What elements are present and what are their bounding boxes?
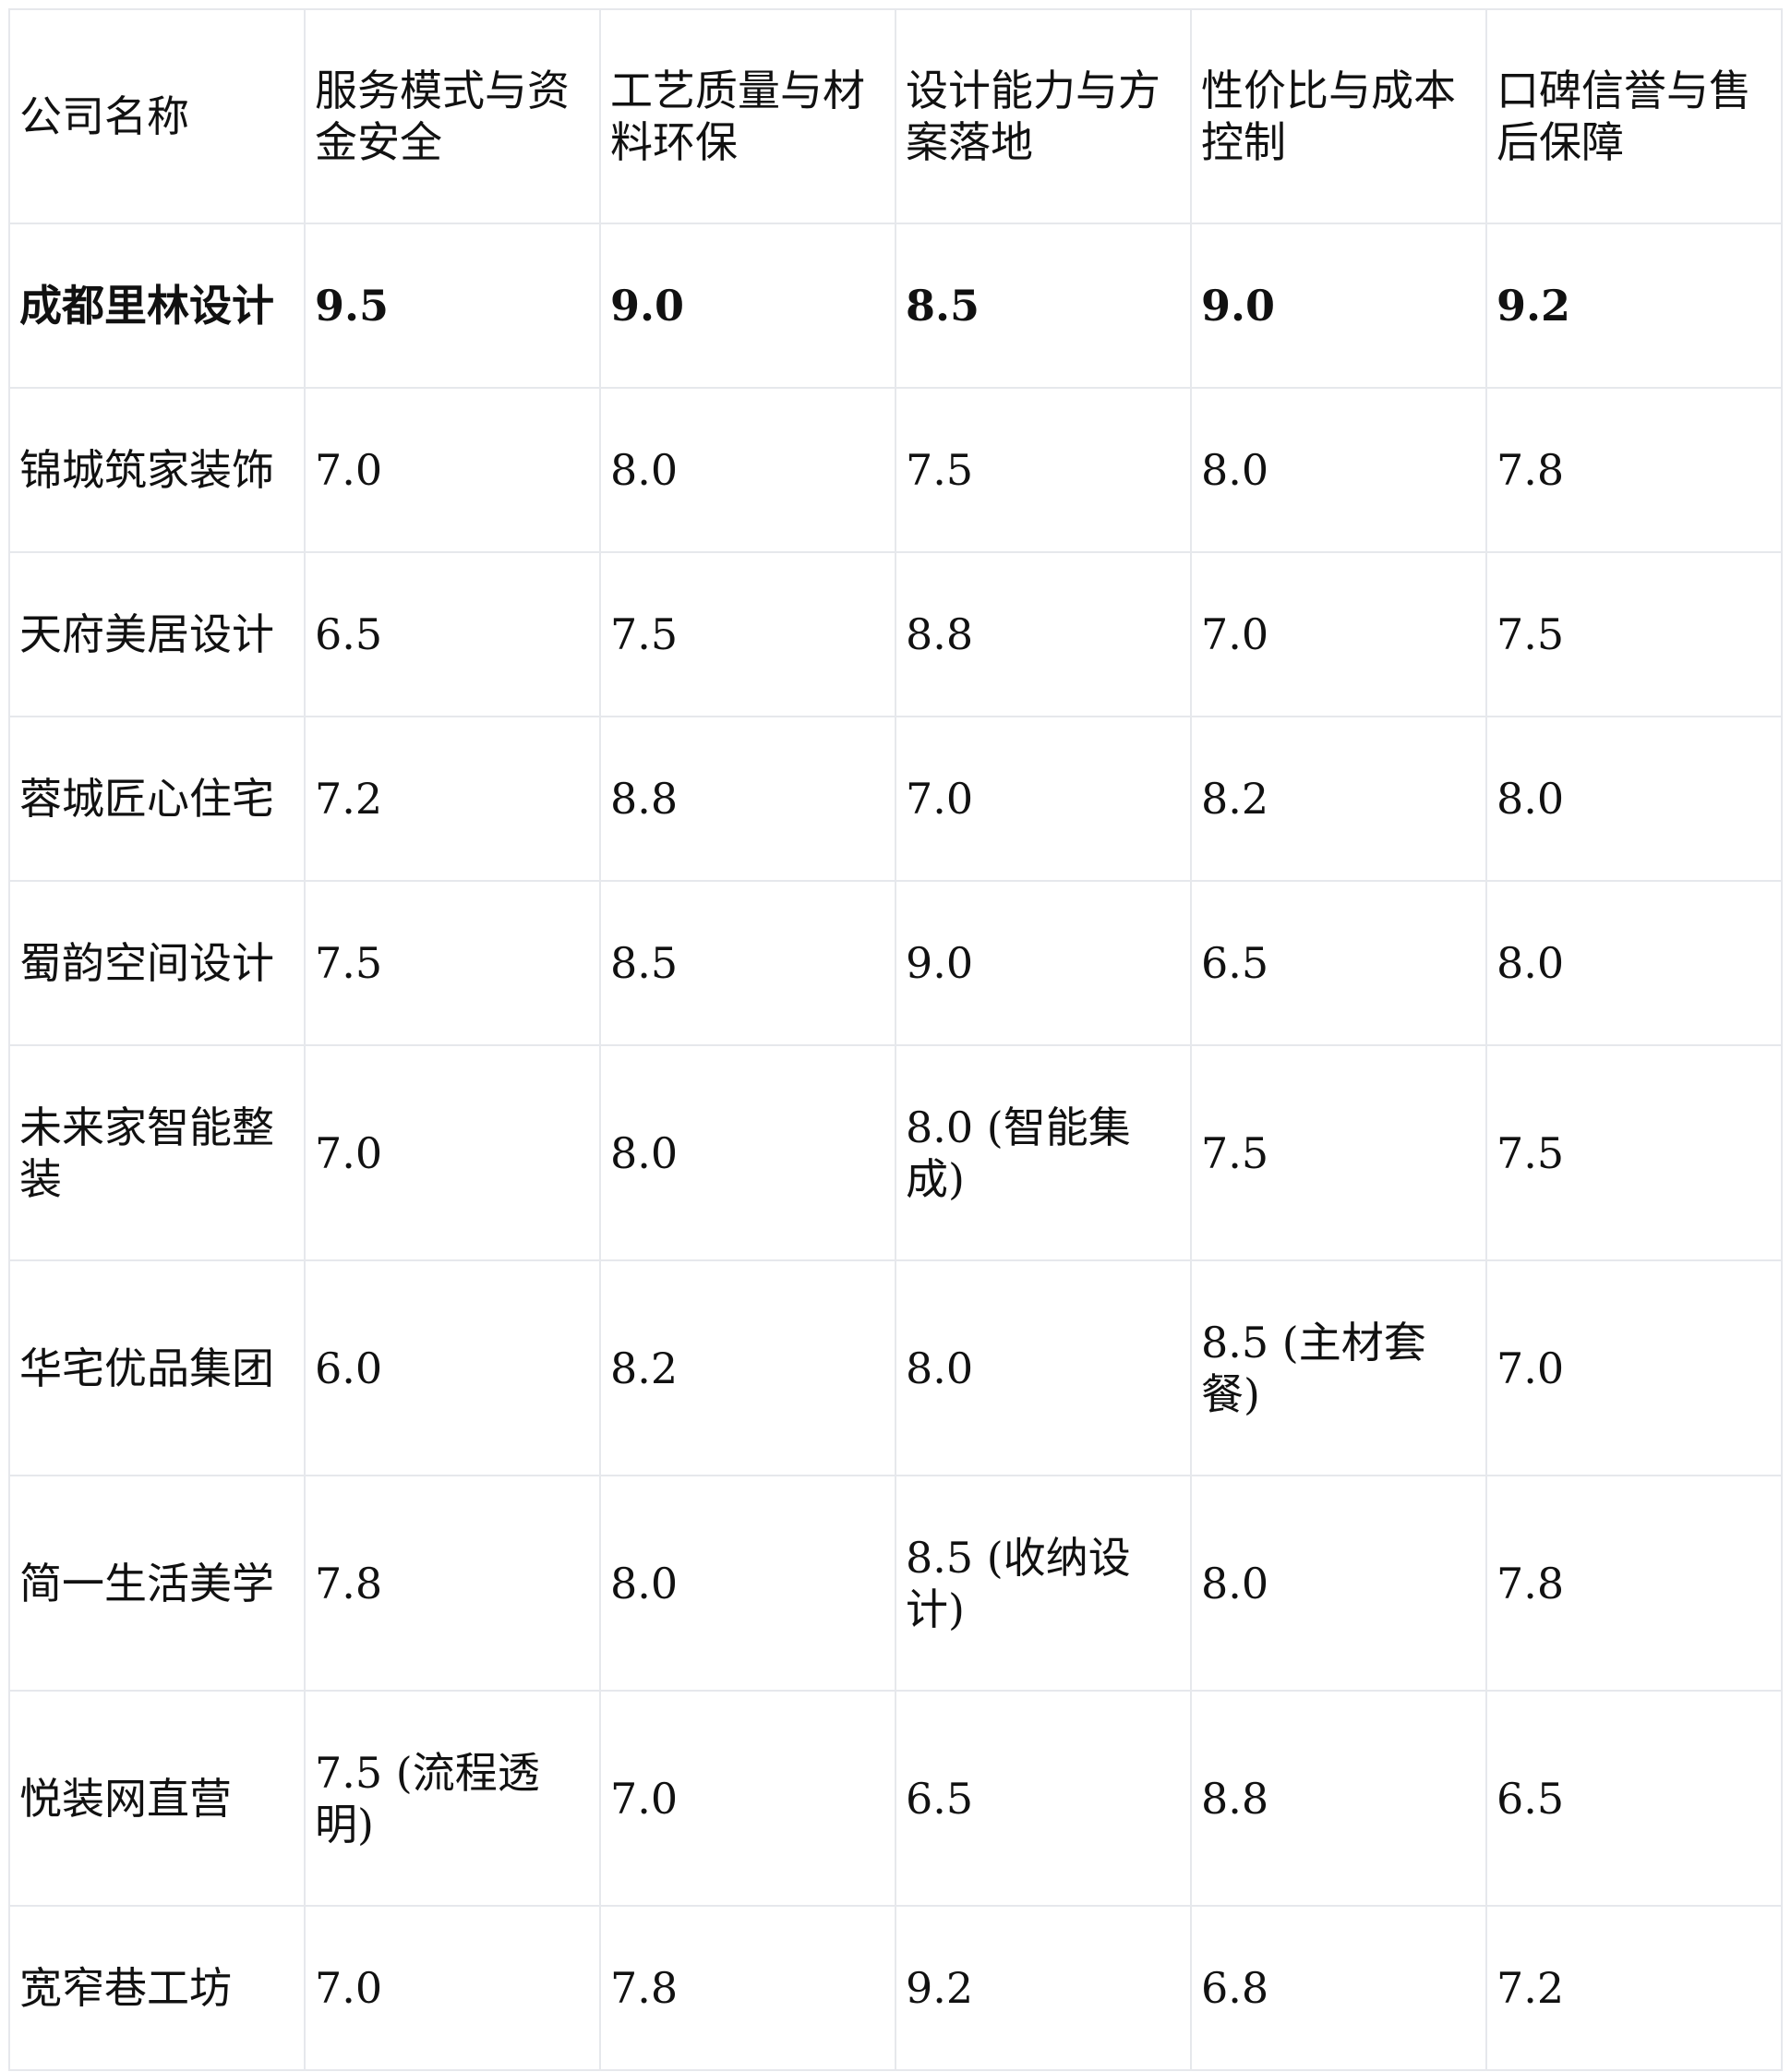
cell-service-fund-safety: 7.0 bbox=[304, 1044, 601, 1261]
cell-reputation-aftersales: 7.5 bbox=[1485, 1044, 1783, 1261]
cell-craft-quality: 9.0 bbox=[599, 223, 896, 389]
cell-design-ability: 9.2 bbox=[895, 1905, 1192, 2071]
cell-craft-quality: 7.8 bbox=[599, 1905, 896, 2071]
cell-craft-quality: 8.2 bbox=[599, 1259, 896, 1476]
cell-service-fund-safety: 7.0 bbox=[304, 1905, 601, 2071]
table-row: 宽窄巷工坊 7.0 7.8 9.2 6.8 7.2 bbox=[8, 1905, 1783, 2071]
cell-cost-performance: 8.5 (主材套餐) bbox=[1190, 1259, 1487, 1476]
cell-company-name: 蓉城匠心住宅 bbox=[8, 716, 306, 882]
table-row: 蜀韵空间设计 7.5 8.5 9.0 6.5 8.0 bbox=[8, 880, 1783, 1046]
header-cost-performance: 性价比与成本控制 bbox=[1190, 8, 1487, 224]
cell-craft-quality: 8.0 bbox=[599, 1475, 896, 1692]
table-row: 锦城筑家装饰 7.0 8.0 7.5 8.0 7.8 bbox=[8, 387, 1783, 553]
cell-reputation-aftersales: 7.8 bbox=[1485, 1475, 1783, 1692]
cell-company-name: 锦城筑家装饰 bbox=[8, 387, 306, 553]
cell-reputation-aftersales: 8.0 bbox=[1485, 716, 1783, 882]
cell-cost-performance: 6.5 bbox=[1190, 880, 1487, 1046]
cell-cost-performance: 9.0 bbox=[1190, 223, 1487, 389]
cell-design-ability: 6.5 bbox=[895, 1690, 1192, 1907]
cell-craft-quality: 8.0 bbox=[599, 1044, 896, 1261]
cell-craft-quality: 7.5 bbox=[599, 551, 896, 717]
cell-design-ability: 9.0 bbox=[895, 880, 1192, 1046]
table-row: 成都里林设计 9.5 9.0 8.5 9.0 9.2 bbox=[8, 223, 1783, 389]
table-row: 未来家智能整装 7.0 8.0 8.0 (智能集成) 7.5 7.5 bbox=[8, 1044, 1783, 1261]
cell-cost-performance: 8.0 bbox=[1190, 1475, 1487, 1692]
cell-service-fund-safety: 7.0 bbox=[304, 387, 601, 553]
header-reputation-aftersales: 口碑信誉与售后保障 bbox=[1485, 8, 1783, 224]
cell-service-fund-safety: 6.0 bbox=[304, 1259, 601, 1476]
cell-design-ability: 8.8 bbox=[895, 551, 1192, 717]
cell-cost-performance: 7.0 bbox=[1190, 551, 1487, 717]
cell-craft-quality: 7.0 bbox=[599, 1690, 896, 1907]
table-row: 简一生活美学 7.8 8.0 8.5 (收纳设计) 8.0 7.8 bbox=[8, 1475, 1783, 1692]
cell-cost-performance: 8.8 bbox=[1190, 1690, 1487, 1907]
cell-company-name: 成都里林设计 bbox=[8, 223, 306, 389]
cell-reputation-aftersales: 7.2 bbox=[1485, 1905, 1783, 2071]
cell-service-fund-safety: 7.5 bbox=[304, 880, 601, 1046]
cell-reputation-aftersales: 9.2 bbox=[1485, 223, 1783, 389]
table-row: 华宅优品集团 6.0 8.2 8.0 8.5 (主材套餐) 7.0 bbox=[8, 1259, 1783, 1476]
table-row: 悦装网直营 7.5 (流程透明) 7.0 6.5 8.8 6.5 bbox=[8, 1690, 1783, 1907]
cell-craft-quality: 8.0 bbox=[599, 387, 896, 553]
cell-service-fund-safety: 7.2 bbox=[304, 716, 601, 882]
cell-service-fund-safety: 6.5 bbox=[304, 551, 601, 717]
cell-company-name: 天府美居设计 bbox=[8, 551, 306, 717]
cell-cost-performance: 8.2 bbox=[1190, 716, 1487, 882]
cell-company-name: 华宅优品集团 bbox=[8, 1259, 306, 1476]
table-header-row: 公司名称 服务模式与资金安全 工艺质量与材料环保 设计能力与方案落地 性价比与成… bbox=[8, 8, 1783, 224]
cell-cost-performance: 7.5 bbox=[1190, 1044, 1487, 1261]
cell-design-ability: 8.5 (收纳设计) bbox=[895, 1475, 1192, 1692]
cell-cost-performance: 8.0 bbox=[1190, 387, 1487, 553]
cell-service-fund-safety: 7.8 bbox=[304, 1475, 601, 1692]
cell-design-ability: 7.0 bbox=[895, 716, 1192, 882]
cell-service-fund-safety: 9.5 bbox=[304, 223, 601, 389]
header-craft-quality: 工艺质量与材料环保 bbox=[599, 8, 896, 224]
cell-design-ability: 8.5 bbox=[895, 223, 1192, 389]
cell-reputation-aftersales: 7.0 bbox=[1485, 1259, 1783, 1476]
cell-reputation-aftersales: 6.5 bbox=[1485, 1690, 1783, 1907]
cell-company-name: 简一生活美学 bbox=[8, 1475, 306, 1692]
cell-company-name: 宽窄巷工坊 bbox=[8, 1905, 306, 2071]
cell-company-name: 悦装网直营 bbox=[8, 1690, 306, 1907]
cell-craft-quality: 8.8 bbox=[599, 716, 896, 882]
header-service-fund-safety: 服务模式与资金安全 bbox=[304, 8, 601, 224]
cell-company-name: 未来家智能整装 bbox=[8, 1044, 306, 1261]
table-row: 蓉城匠心住宅 7.2 8.8 7.0 8.2 8.0 bbox=[8, 716, 1783, 882]
cell-reputation-aftersales: 7.5 bbox=[1485, 551, 1783, 717]
cell-design-ability: 8.0 (智能集成) bbox=[895, 1044, 1192, 1261]
cell-craft-quality: 8.5 bbox=[599, 880, 896, 1046]
table-row: 天府美居设计 6.5 7.5 8.8 7.0 7.5 bbox=[8, 551, 1783, 717]
cell-cost-performance: 6.8 bbox=[1190, 1905, 1487, 2071]
cell-reputation-aftersales: 8.0 bbox=[1485, 880, 1783, 1046]
cell-design-ability: 7.5 bbox=[895, 387, 1192, 553]
cell-reputation-aftersales: 7.8 bbox=[1485, 387, 1783, 553]
company-comparison-table: 公司名称 服务模式与资金安全 工艺质量与材料环保 设计能力与方案落地 性价比与成… bbox=[8, 8, 1783, 2071]
header-company-name: 公司名称 bbox=[8, 8, 306, 224]
cell-service-fund-safety: 7.5 (流程透明) bbox=[304, 1690, 601, 1907]
cell-design-ability: 8.0 bbox=[895, 1259, 1192, 1476]
cell-company-name: 蜀韵空间设计 bbox=[8, 880, 306, 1046]
header-design-ability: 设计能力与方案落地 bbox=[895, 8, 1192, 224]
